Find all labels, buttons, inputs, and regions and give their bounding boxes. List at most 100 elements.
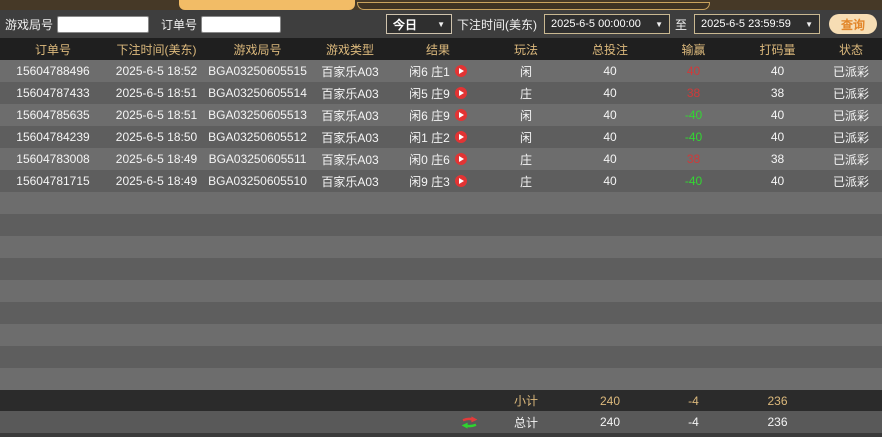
col-result: 结果 [425, 42, 450, 57]
empty-row [0, 324, 882, 346]
cell-play: 庄 [519, 86, 532, 101]
table-row: 15604785635 2025-6-5 18:51 BGA0325060551… [0, 104, 882, 126]
cell-result: 闲9 庄3 [392, 173, 484, 190]
cell-order-id: 15604784239 [16, 130, 90, 144]
empty-row [0, 368, 882, 390]
cell-order-id: 15604783008 [16, 152, 90, 166]
chevron-down-icon: ▼ [437, 19, 445, 29]
col-game-type: 游戏类型 [325, 42, 374, 57]
cell-game-type: 百家乐A03 [321, 64, 379, 79]
empty-row [0, 258, 882, 280]
table-header: 订单号 下注时间(美东) 游戏局号 游戏类型 结果 玩法 总投注 输赢 打码量 … [0, 38, 882, 60]
play-video-button[interactable] [454, 87, 467, 99]
cell-bet-time: 2025-6-5 18:51 [115, 108, 198, 122]
col-play: 玩法 [513, 42, 538, 57]
cell-round-id: BGA03250605510 [208, 174, 307, 188]
cell-win-loss: 38 [686, 152, 701, 166]
cell-bet-time: 2025-6-5 18:52 [115, 64, 198, 78]
col-round-id: 游戏局号 [233, 42, 282, 57]
table-row: 15604783008 2025-6-5 18:49 BGA0325060551… [0, 148, 882, 170]
cell-game-type: 百家乐A03 [321, 130, 379, 145]
cell-order-id: 15604781715 [16, 174, 90, 188]
play-video-button[interactable] [454, 175, 467, 187]
result-text: 闲0 庄6 [409, 152, 450, 167]
swap-arrows-icon[interactable] [461, 415, 478, 429]
cell-total-bet: 40 [603, 108, 617, 122]
empty-row [0, 346, 882, 368]
filter-bar: 游戏局号 订单号 今日 ▼ 下注时间(美东) 2025-6-5 00:00:00… [0, 10, 882, 38]
subtotal-win-loss: -4 [688, 393, 699, 408]
cell-bet-time: 2025-6-5 18:49 [115, 152, 198, 166]
bottom-bar [0, 433, 882, 437]
play-video-button[interactable] [454, 153, 467, 165]
total-row: 总计 240 -4 236 [0, 411, 882, 433]
cell-result: 闲6 庄9 [392, 107, 484, 124]
search-button[interactable]: 查询 [829, 14, 877, 34]
active-tab-edge[interactable] [179, 0, 355, 10]
cell-win-loss: -40 [684, 108, 703, 122]
cell-game-type: 百家乐A03 [321, 108, 379, 123]
empty-row [0, 192, 882, 214]
cell-total-bet: 40 [603, 64, 617, 78]
cell-status: 已派彩 [832, 130, 869, 145]
cell-total-bet: 40 [603, 174, 617, 188]
total-total-bet: 240 [599, 415, 621, 429]
play-video-button[interactable] [454, 109, 467, 121]
total-label: 总计 [513, 415, 538, 430]
play-icon [458, 90, 464, 96]
end-time-value: 2025-6-5 23:59:59 [701, 18, 791, 30]
cell-win-loss: 38 [686, 86, 701, 100]
play-icon [458, 156, 464, 162]
empty-row [0, 236, 882, 258]
empty-row [0, 302, 882, 324]
empty-row [0, 280, 882, 302]
cell-play: 庄 [519, 152, 532, 167]
play-video-button[interactable] [454, 65, 467, 77]
col-status: 状态 [838, 42, 863, 57]
cell-game-type: 百家乐A03 [321, 174, 379, 189]
game-round-input[interactable] [57, 15, 150, 33]
cell-result: 闲1 庄2 [392, 129, 484, 146]
order-number-input[interactable] [201, 15, 282, 33]
inactive-tab-edge[interactable] [357, 2, 710, 10]
col-bet-time: 下注时间(美东) [116, 42, 197, 57]
cell-total-bet: 40 [603, 152, 617, 166]
cell-icon [392, 415, 484, 429]
cell-status: 已派彩 [832, 152, 869, 167]
empty-row [0, 214, 882, 236]
cell-result: 闲6 庄1 [392, 63, 484, 80]
subtotal-turnover: 236 [767, 393, 788, 408]
cell-status: 已派彩 [832, 174, 869, 189]
subtotal-total-bet: 240 [599, 393, 621, 408]
col-order-id: 订单号 [34, 42, 71, 57]
cell-order-id: 15604788496 [16, 64, 90, 78]
date-range-value: 今日 [392, 17, 417, 32]
cell-total-bet: 40 [603, 86, 617, 100]
subtotal-row: 小计 240 -4 236 [0, 390, 882, 411]
cell-order-id: 15604785635 [16, 108, 90, 122]
cell-win-loss: -40 [684, 130, 703, 144]
to-label: 至 [674, 17, 687, 32]
cell-win-loss: -40 [684, 174, 703, 188]
cell-round-id: BGA03250605515 [208, 64, 307, 78]
table-row: 15604788496 2025-6-5 18:52 BGA0325060551… [0, 60, 882, 82]
cell-round-id: BGA03250605513 [208, 108, 307, 122]
cell-turnover: 38 [770, 152, 785, 166]
cell-play: 闲 [519, 130, 532, 145]
cell-turnover: 40 [770, 64, 785, 78]
tab-strip [0, 0, 882, 10]
cell-round-id: BGA03250605511 [208, 152, 307, 166]
cell-game-type: 百家乐A03 [321, 152, 379, 167]
result-text: 闲6 庄9 [409, 108, 450, 123]
game-round-label: 游戏局号 [5, 17, 54, 32]
start-time-value: 2025-6-5 00:00:00 [550, 18, 641, 30]
bet-time-label: 下注时间(美东) [456, 17, 537, 32]
play-video-button[interactable] [454, 131, 467, 143]
cell-bet-time: 2025-6-5 18:49 [115, 174, 198, 188]
end-time-select[interactable]: 2025-6-5 23:59:59 ▼ [694, 14, 820, 34]
start-time-select[interactable]: 2025-6-5 00:00:00 ▼ [543, 14, 670, 34]
cell-status: 已派彩 [832, 86, 869, 101]
cell-turnover: 40 [770, 108, 785, 122]
date-range-select[interactable]: 今日 ▼ [385, 14, 452, 34]
col-turnover: 打码量 [759, 42, 796, 57]
